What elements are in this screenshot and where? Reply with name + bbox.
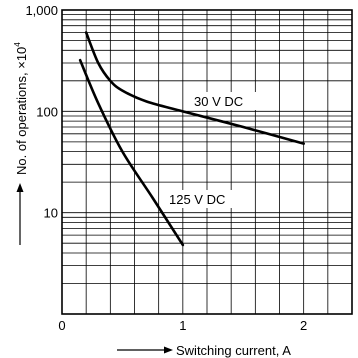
grid-layer — [62, 10, 352, 314]
tick-layer: 0 1 2 10 100 1,000 — [25, 3, 307, 333]
x-axis-label: Switching current, A — [176, 343, 291, 358]
series-label-125vdc: 125 V DC — [165, 190, 245, 208]
y-axis-label: No. of operations, ×104 — [13, 42, 29, 175]
series-label-30vdc-text: 30 V DC — [194, 94, 243, 109]
y-tick-label: 100 — [36, 104, 58, 119]
x-tick-label: 1 — [179, 318, 186, 333]
x-tick-label: 0 — [58, 318, 65, 333]
y-axis-arrowhead — [16, 183, 24, 192]
y-axis-label-main: No. of operations, ×10 — [14, 47, 29, 175]
y-axis-label-group: No. of operations, ×104 — [13, 42, 29, 245]
y-tick-label: 1,000 — [25, 3, 58, 18]
x-tick-label: 2 — [300, 318, 307, 333]
series-line-125-v-dc — [78, 58, 185, 247]
series-line-30-v-dc — [84, 31, 305, 145]
y-tick-label: 10 — [44, 206, 58, 221]
series-label-125vdc-text: 125 V DC — [169, 192, 225, 207]
y-axis-label-superscript: 4 — [13, 42, 22, 47]
series-layer — [78, 31, 305, 247]
series-label-30vdc: 30 V DC — [190, 92, 262, 110]
x-axis-arrowhead — [164, 346, 173, 354]
plot-frame — [61, 9, 353, 315]
x-axis-label-group: Switching current, A — [117, 343, 291, 358]
